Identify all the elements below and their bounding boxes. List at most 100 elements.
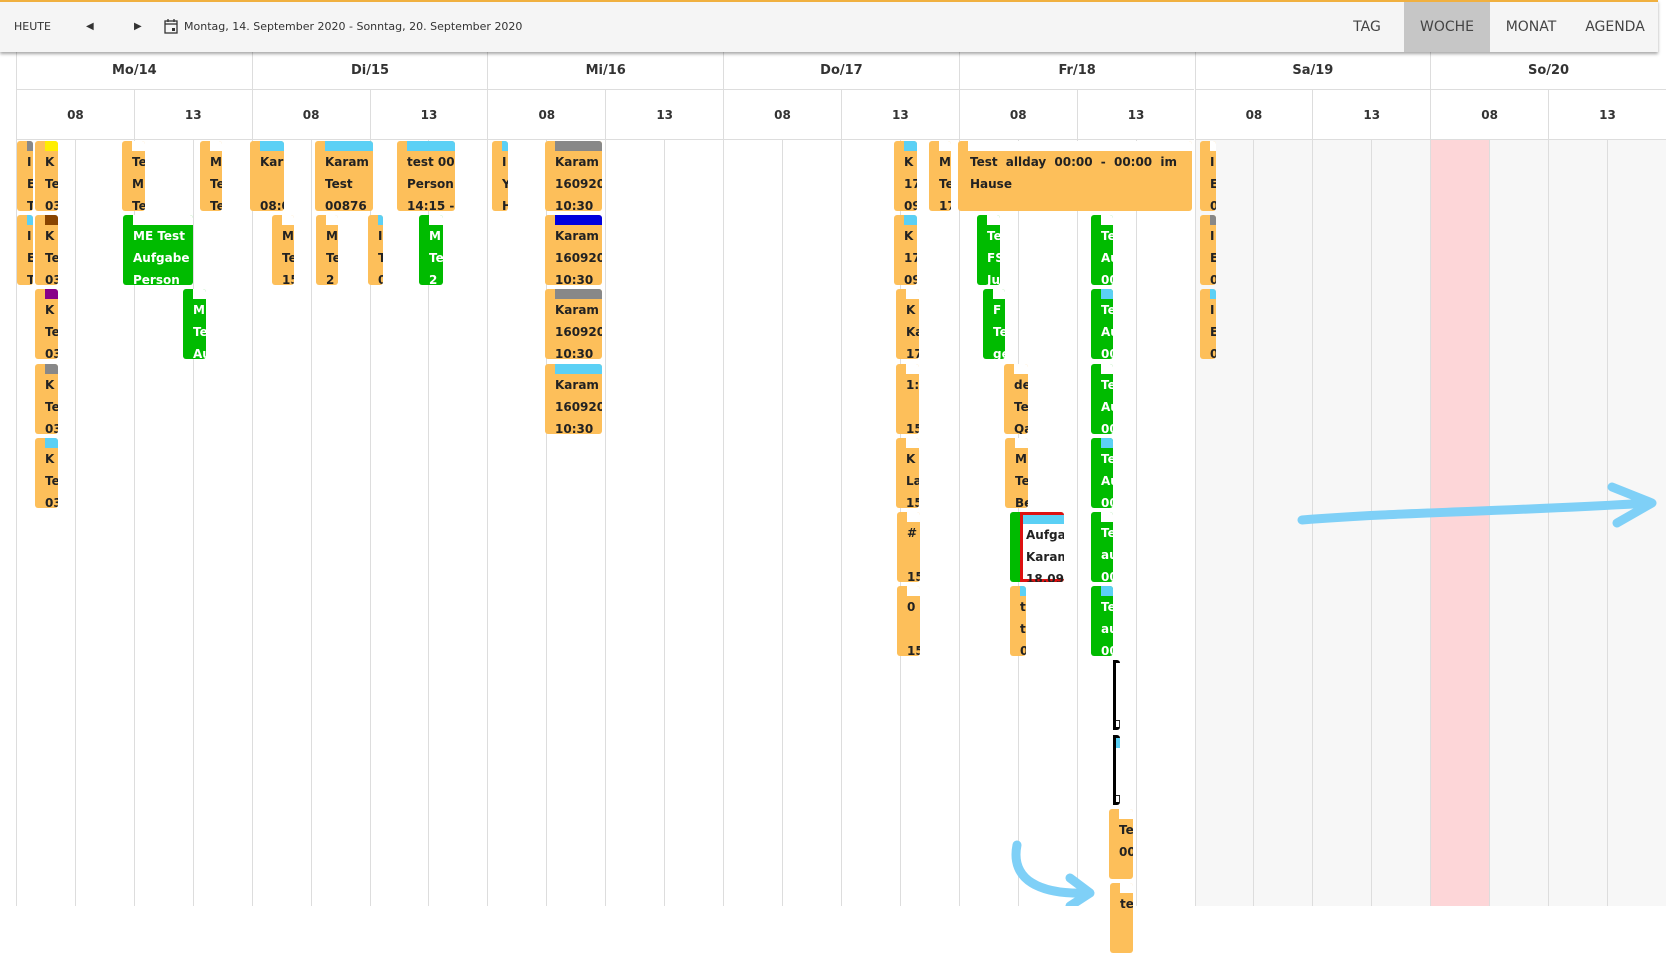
calendar-event[interactable]: Aufga Karam 18.09 bbox=[1010, 512, 1064, 582]
calendar-event[interactable]: Te Au 00 bbox=[1091, 215, 1113, 286]
calendar-event[interactable]: K Te 03 bbox=[35, 289, 58, 360]
calendar-event[interactable]: Te FS Ju bbox=[977, 215, 1000, 286]
calendar-event[interactable]: T bbox=[1103, 734, 1120, 805]
view-tag-button[interactable]: TAG bbox=[1353, 19, 1381, 35]
hour-header: 13 bbox=[133, 90, 252, 140]
event-text-line: 17 bbox=[939, 199, 951, 211]
date-range-label[interactable]: Montag, 14. September 2020 - Sonntag, 20… bbox=[184, 20, 523, 33]
event-text-line: Person bbox=[407, 177, 454, 191]
event-text-line: M bbox=[193, 303, 205, 318]
calendar-event[interactable]: K Ka 17 bbox=[896, 289, 919, 360]
event-text-line: 0 bbox=[1210, 199, 1216, 211]
calendar-event[interactable]: te bbox=[1110, 883, 1133, 953]
view-woche-button[interactable]: WOCHE bbox=[1404, 2, 1490, 52]
calendar-event[interactable]: Te Au 00 bbox=[1091, 289, 1113, 360]
calendar-event[interactable]: K Te 03 bbox=[35, 363, 58, 434]
calendar-event[interactable]: M Te Au bbox=[183, 289, 206, 360]
event-text-line: Te bbox=[1101, 377, 1113, 392]
event-text: T bbox=[1113, 745, 1120, 805]
calendar-event[interactable]: M Te Be bbox=[1005, 437, 1028, 508]
calendar-event[interactable]: M Te Te bbox=[200, 141, 222, 211]
calendar-event[interactable]: t te 0 bbox=[1010, 586, 1026, 657]
event-text-line: Kar bbox=[260, 155, 284, 169]
calendar-event[interactable]: T bbox=[1103, 660, 1120, 731]
next-week-icon[interactable]: ▶ bbox=[134, 21, 142, 32]
calendar-event[interactable]: K Te 03 bbox=[35, 437, 58, 508]
event-text-line: Te bbox=[429, 251, 443, 266]
calendar-event[interactable]: Karam Test 00876 bbox=[315, 141, 373, 211]
event-text: 1: 15 bbox=[896, 374, 919, 434]
calendar-event[interactable]: Te au 00 bbox=[1091, 586, 1113, 657]
calendar-event[interactable]: K Te 03 bbox=[35, 215, 58, 286]
calendar-event[interactable]: Te 00 bbox=[1109, 808, 1133, 879]
calendar-icon[interactable] bbox=[164, 19, 178, 35]
day-header[interactable]: Di/15 bbox=[251, 52, 488, 90]
calendar-event[interactable]: Te Au 00 bbox=[1091, 363, 1113, 434]
day-header[interactable]: So/20 bbox=[1430, 52, 1666, 90]
calendar-event[interactable]: Karam 160920 10:30 bbox=[545, 363, 602, 434]
event-text: t te 0 bbox=[1010, 596, 1026, 656]
event-text-line: T bbox=[378, 251, 383, 266]
calendar-event[interactable]: Karam 160920 10:30 bbox=[545, 215, 602, 286]
calendar-event[interactable]: test 00 Person 14:15 - bbox=[397, 141, 455, 211]
event-category-stripe bbox=[1120, 883, 1133, 893]
calendar-event[interactable]: K Te 03 bbox=[35, 141, 58, 211]
calendar-event[interactable]: M Te 15 bbox=[272, 215, 294, 286]
calendar-event[interactable]: F Te ge bbox=[983, 289, 1005, 360]
event-text-line: Aufga bbox=[1026, 528, 1064, 542]
calendar-event[interactable]: Kar 08:0 bbox=[250, 141, 284, 211]
calendar-event[interactable]: Te MI Te bbox=[122, 141, 145, 211]
event-text-line: Person bbox=[133, 273, 180, 286]
calendar-event[interactable]: K 17 09 bbox=[894, 215, 917, 286]
day-header[interactable]: Do/17 bbox=[723, 52, 959, 90]
event-text: Aufga Karam 18.09 bbox=[1020, 524, 1064, 582]
event-text: Te Au 00 bbox=[1091, 299, 1113, 359]
view-agenda-button[interactable]: AGENDA bbox=[1585, 19, 1645, 35]
view-monat-button[interactable]: MONAT bbox=[1505, 19, 1557, 35]
event-text-line: 17 bbox=[906, 347, 919, 360]
prev-week-icon[interactable]: ◀ bbox=[86, 21, 94, 32]
day-header[interactable]: Mo/14 bbox=[16, 52, 252, 90]
calendar-event[interactable]: ME Test Aufgabe Person bbox=[123, 215, 193, 286]
event-text: M Te 2 bbox=[316, 225, 338, 285]
grid-line bbox=[370, 140, 371, 906]
event-category-stripe bbox=[193, 289, 206, 300]
day-header[interactable]: Fr/18 bbox=[958, 52, 1195, 90]
calendar-event[interactable]: K 17 09 bbox=[894, 141, 917, 211]
calendar-event[interactable]: K La 15 bbox=[896, 437, 919, 508]
event-text-line: 0 bbox=[1020, 644, 1026, 657]
grid-line bbox=[134, 140, 135, 906]
calendar-event[interactable]: de Te Qa bbox=[1004, 363, 1028, 434]
calendar-event[interactable]: Karam 160920 10:30 bbox=[545, 141, 602, 211]
calendar-event[interactable]: #15 bbox=[897, 512, 920, 582]
day-header[interactable]: Sa/19 bbox=[1194, 52, 1431, 90]
event-text-line: 00 bbox=[1101, 644, 1113, 657]
day-header[interactable]: Mi/16 bbox=[487, 52, 724, 90]
calendar-event[interactable]: Karam 160920 10:30 bbox=[545, 289, 602, 360]
calendar-event[interactable]: M Te 2 bbox=[316, 215, 338, 286]
event-text: te bbox=[1110, 893, 1133, 915]
calendar-event[interactable]: 0 15 bbox=[897, 586, 920, 657]
event-text-line: F bbox=[993, 303, 1002, 318]
event-category-stripe bbox=[555, 289, 602, 300]
event-text-line: 00876 bbox=[325, 199, 367, 211]
event-text-line: 10:30 bbox=[555, 273, 594, 286]
event-text-line: 160920 bbox=[555, 399, 602, 414]
calendar-event[interactable]: M Te 17 bbox=[929, 141, 951, 211]
allday-event[interactable]: Test allday 00:00 - 00:00 im Hause bbox=[958, 141, 1192, 211]
event-text-line: Karam bbox=[555, 377, 599, 392]
calendar-event[interactable]: Te au 00 bbox=[1091, 512, 1113, 582]
event-text-line: Test bbox=[325, 177, 353, 191]
calendar-event[interactable]: M Te 2 bbox=[419, 215, 443, 286]
today-button[interactable]: HEUTE bbox=[14, 20, 51, 33]
calendar-event[interactable]: Te Au 00 bbox=[1091, 437, 1113, 508]
calendar-event[interactable]: 1: 15 bbox=[896, 363, 919, 434]
